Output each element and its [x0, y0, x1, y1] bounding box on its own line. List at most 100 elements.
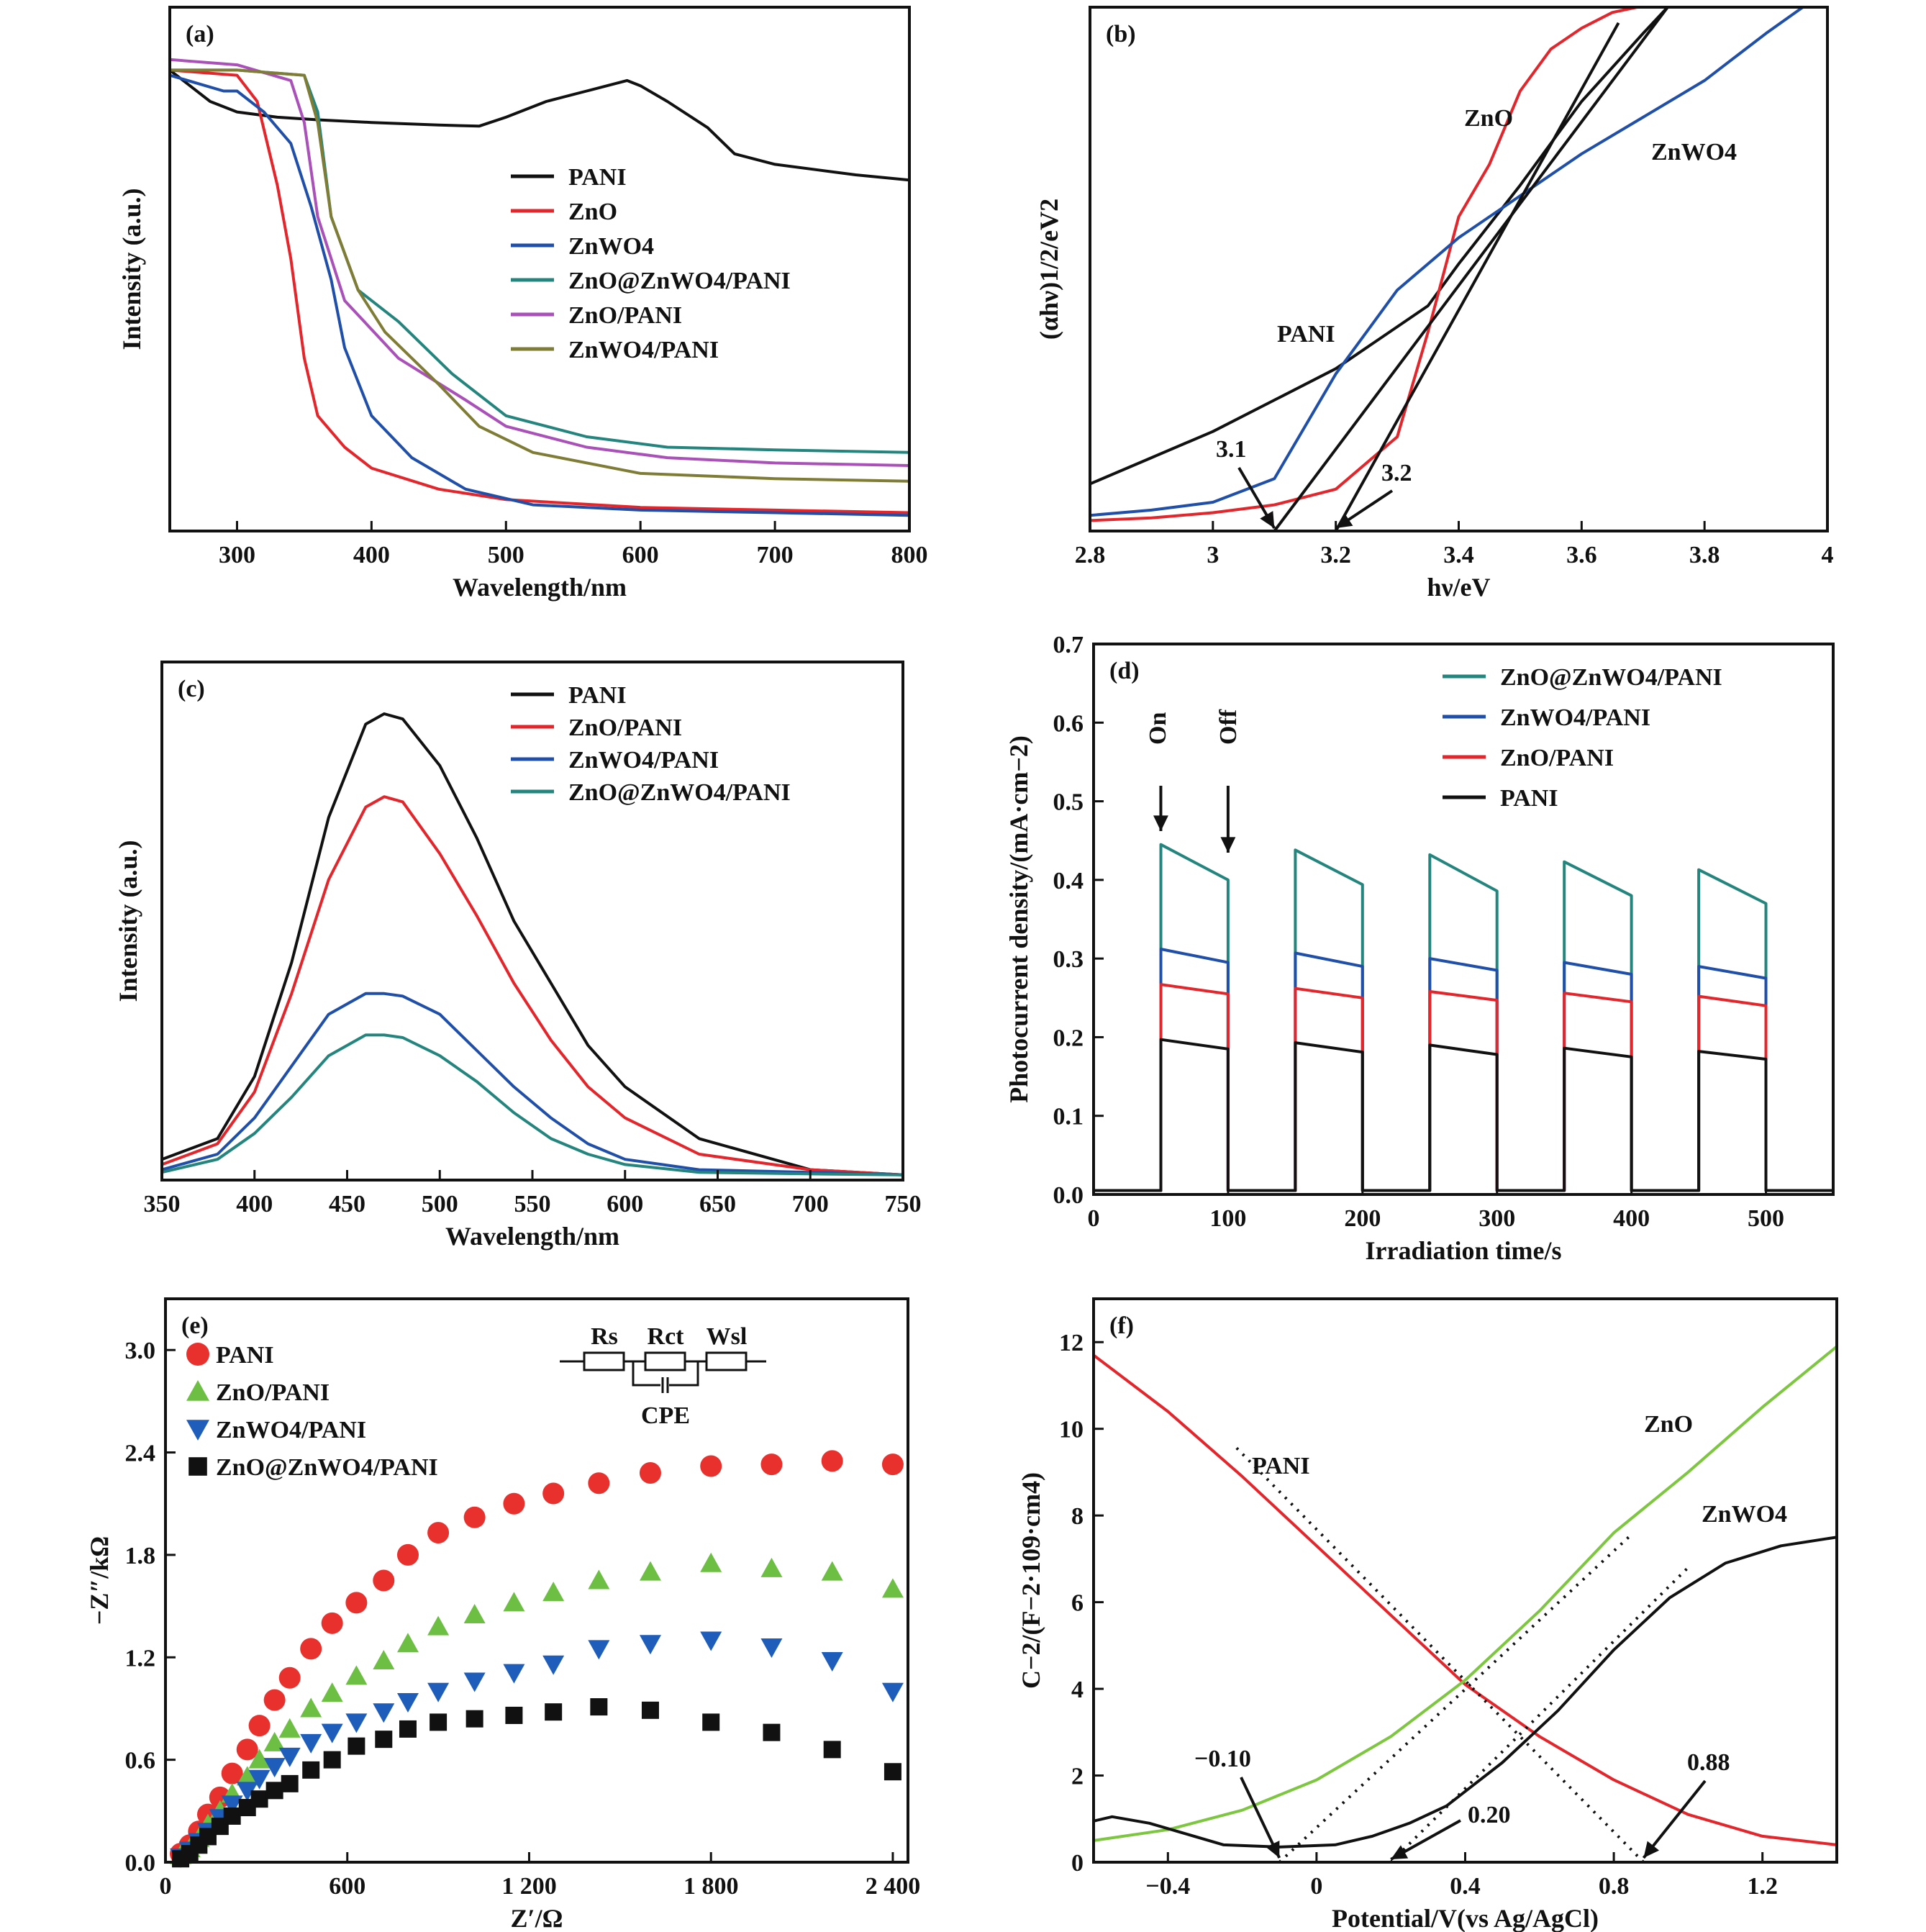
arrow-f-head [1391, 1845, 1409, 1859]
data-point-e [221, 1795, 243, 1815]
series-line-b [1089, 6, 1804, 517]
extrapolation-line-f [1278, 1536, 1630, 1864]
circuit-rct [644, 1351, 686, 1371]
data-point-e [399, 1720, 417, 1738]
annotation-f: 0.88 [1687, 1749, 1730, 1776]
y-tick-label-d: 0.0 [1053, 1182, 1084, 1209]
series-line-d [1094, 948, 1833, 1192]
series-line-b [1089, 6, 1669, 486]
data-point-e [263, 1689, 286, 1711]
circuit-wire [669, 1361, 699, 1387]
x-axis-label-d: Irradiation time/s [1366, 1236, 1562, 1265]
annotation-b: PANI [1277, 321, 1335, 348]
data-point-e [503, 1592, 525, 1612]
data-point-e [300, 1697, 322, 1718]
panel-label-a: (a) [186, 21, 214, 47]
y-tick-label-d: 0.7 [1053, 632, 1084, 658]
y-axis-label-c: Intensity (a.u.) [114, 840, 142, 1002]
legend-swatch-e [186, 1420, 209, 1441]
plot-frame-b [1089, 6, 1829, 532]
legend-label-d: ZnO@ZnWO4/PANI [1500, 664, 1722, 691]
circuit-wsl [705, 1351, 748, 1371]
data-point-e [427, 1682, 450, 1702]
x-tick-label-b: 3.8 [1689, 542, 1720, 568]
y-tick-label-d: 0.6 [1053, 710, 1084, 737]
circuit-label: CPE [641, 1402, 690, 1429]
series-line-c [161, 795, 904, 1176]
plot-frame-e [164, 1297, 909, 1864]
x-tick-label-a: 800 [891, 542, 928, 568]
y-tick-label-d: 0.5 [1053, 789, 1084, 816]
data-point-e [588, 1640, 610, 1660]
panel-label-e: (e) [181, 1312, 209, 1339]
panel-label-f: (f) [1109, 1312, 1134, 1339]
x-tick-label-c: 350 [144, 1191, 181, 1217]
data-point-e [702, 1713, 720, 1731]
annotation-b: 3.1 [1216, 436, 1247, 463]
data-point-e [348, 1737, 365, 1755]
y-tick-label-f: 6 [1071, 1590, 1084, 1617]
legend-label-e: ZnO@ZnWO4/PANI [216, 1454, 438, 1481]
data-point-e [881, 1578, 904, 1598]
data-point-e [639, 1462, 661, 1484]
y-tick-label-f: 8 [1071, 1503, 1084, 1530]
data-point-e [278, 1747, 301, 1767]
circuit-label: Rct [648, 1323, 685, 1350]
y-tick-label-e: 1.8 [125, 1543, 156, 1569]
data-point-e [223, 1807, 241, 1825]
data-point-e [302, 1761, 320, 1779]
y-tick-label-e: 1.2 [125, 1645, 156, 1672]
legend-swatch-e [188, 1457, 207, 1476]
annotation-b: 3.2 [1381, 460, 1412, 486]
x-tick-label-c: 750 [885, 1191, 922, 1217]
legend-swatch-e [186, 1380, 209, 1401]
data-point-e [463, 1506, 486, 1528]
circuit-rs [583, 1351, 625, 1371]
annotation-off: Off [1215, 709, 1242, 745]
data-point-e [236, 1738, 258, 1761]
x-tick-label-c: 550 [514, 1191, 551, 1217]
data-point-e [430, 1713, 448, 1731]
x-tick-label-e: 0 [160, 1873, 172, 1900]
data-point-e [590, 1698, 608, 1716]
data-point-e [427, 1615, 450, 1636]
x-tick-label-f: 0.4 [1450, 1873, 1481, 1900]
annotation-b: ZnO [1464, 105, 1513, 132]
x-tick-label-a: 700 [757, 542, 794, 568]
annotation-f: PANI [1252, 1453, 1310, 1479]
legend-label-a: ZnO [568, 199, 617, 225]
data-point-e [248, 1769, 271, 1790]
data-point-e [821, 1450, 843, 1472]
data-point-e [700, 1455, 722, 1477]
panel-c: 350 400 450 500 550 600 650 700 750 Wavelength/nm… [114, 661, 922, 1251]
x-tick-label-d: 200 [1344, 1205, 1381, 1232]
x-tick-label-e: 1 800 [683, 1873, 739, 1900]
x-tick-label-a: 500 [488, 542, 524, 568]
data-point-e [545, 1703, 563, 1721]
panel-e: 0 600 1 200 1 800 2 400 0.0 0.6 1.2 1.8 2.4 3.0 Z′/… [85, 1297, 920, 1932]
x-tick-label-d: 100 [1209, 1205, 1246, 1232]
annotation-f: ZnWO4 [1702, 1501, 1787, 1528]
data-point-e [542, 1582, 565, 1602]
y-axis-label-b: (αhν)1/2/eV2 [1035, 199, 1063, 340]
data-point-e [300, 1638, 322, 1660]
x-tick-label-f: −0.4 [1145, 1873, 1190, 1900]
x-axis-label-e: Z′/Ω [511, 1904, 563, 1932]
x-tick-label-a: 400 [353, 542, 390, 568]
data-point-e [263, 1758, 286, 1778]
y-axis-label-d: Photocurrent density/(mA·cm−2) [1004, 735, 1033, 1103]
y-tick-label-e: 2.4 [125, 1441, 156, 1467]
data-point-e [821, 1561, 843, 1581]
legend-label-e: ZnWO4/PANI [216, 1417, 366, 1443]
data-point-e [250, 1790, 268, 1808]
x-axis-label-b: hν/eV [1427, 573, 1490, 602]
x-tick-label-e: 600 [329, 1873, 365, 1900]
circuit-label: Wsl [707, 1323, 748, 1350]
data-point-e [373, 1569, 395, 1592]
data-point-e [639, 1561, 661, 1581]
legend-label-d: ZnO/PANI [1500, 745, 1614, 771]
plot-frame-d [1092, 643, 1835, 1196]
data-point-e [345, 1713, 368, 1733]
x-tick-label-b: 3.6 [1566, 542, 1597, 568]
